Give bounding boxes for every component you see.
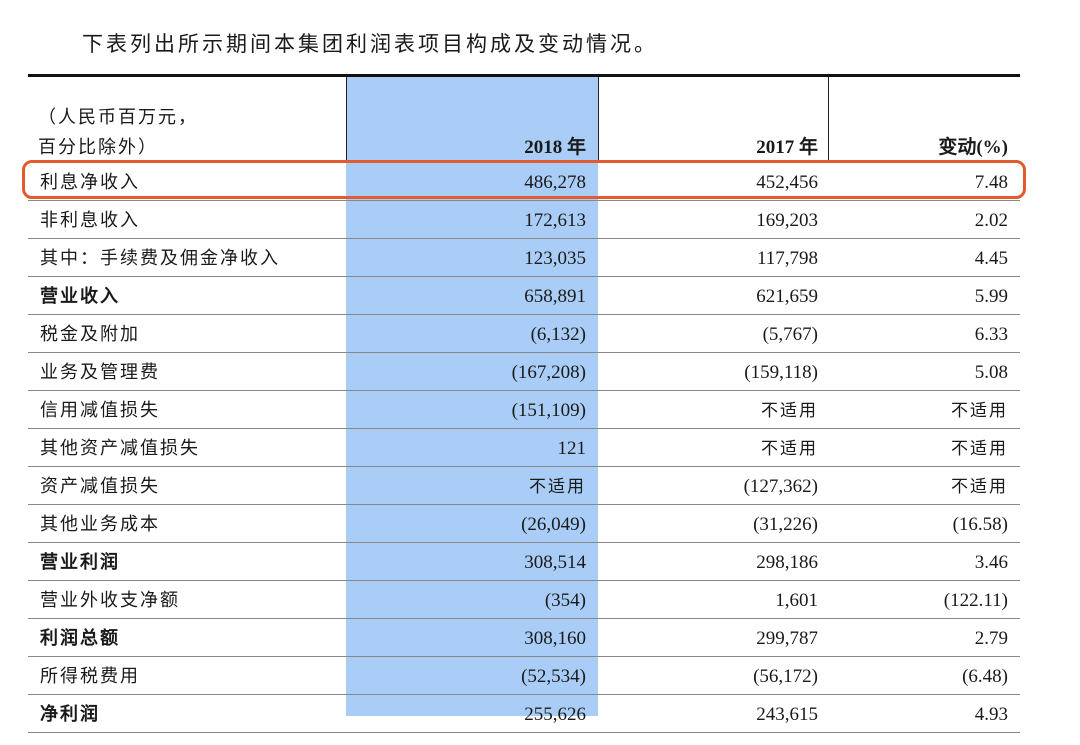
- column-divider: [346, 77, 347, 163]
- table-row: 利润总额 308,160 299,787 2.79: [28, 619, 1020, 657]
- value-change: 5.99: [974, 286, 1008, 307]
- row-label: 业务及管理费: [40, 362, 160, 383]
- value-change: 4.93: [974, 704, 1008, 725]
- row-highlight-box: [22, 160, 1026, 199]
- table-row: 业务及管理费 (167,208) (159,118) 5.08: [28, 353, 1020, 391]
- value-2018: (151,109): [511, 400, 586, 421]
- value-2017: (159,118): [744, 362, 818, 383]
- value-2018: 172,613: [524, 210, 586, 231]
- value-2018: 121: [557, 438, 587, 459]
- value-2018: 308,160: [524, 628, 586, 649]
- unit-note-line2: 百分比除外）: [38, 137, 158, 158]
- value-change: 不适用: [951, 401, 1008, 421]
- row-label: 非利息收入: [40, 210, 140, 231]
- value-2017: 169,203: [756, 210, 818, 231]
- row-label: 其中：手续费及佣金净收入: [40, 248, 280, 269]
- table-row: 其他资产减值损失 121 不适用 不适用: [28, 429, 1020, 467]
- value-2017: 117,798: [756, 248, 818, 269]
- table-row: 净利润 255,626 243,615 4.93: [28, 695, 1020, 733]
- value-2017: (56,172): [753, 666, 818, 687]
- intro-text: 下表列出所示期间本集团利润表项目构成及变动情况。: [82, 32, 658, 56]
- value-change: 不适用: [951, 477, 1008, 497]
- row-label: 其他资产减值损失: [40, 438, 200, 459]
- table-row: 税金及附加 (6,132) (5,767) 6.33: [28, 315, 1020, 353]
- value-2018: (167,208): [511, 362, 586, 383]
- value-2017: 621,659: [756, 286, 818, 307]
- row-label: 信用减值损失: [40, 400, 160, 421]
- value-2018: (52,534): [521, 666, 586, 687]
- value-change: 4.45: [974, 248, 1008, 269]
- row-label: 利润总额: [40, 628, 120, 649]
- value-2018: 123,035: [524, 248, 586, 269]
- value-2018: 658,891: [524, 286, 586, 307]
- value-2017: (31,226): [753, 514, 818, 535]
- value-change: 2.79: [974, 628, 1008, 649]
- unit-note: （人民币百万元， 百分比除外）: [38, 103, 198, 163]
- table-header: （人民币百万元， 百分比除外） 2018 年 2017 年 变动(%): [28, 77, 1020, 163]
- table-top-rule: [28, 74, 1020, 77]
- row-label: 资产减值损失: [40, 476, 160, 497]
- column-divider: [828, 77, 829, 163]
- column-divider: [598, 77, 599, 163]
- value-2018: (354): [544, 590, 586, 611]
- value-change: (6.48): [962, 666, 1008, 687]
- value-change: 3.46: [974, 552, 1008, 573]
- highlight-column-2018: [346, 76, 598, 716]
- table-body: 利息净收入 486,278 452,456 7.48 非利息收入 172,613 169,2…: [28, 163, 1020, 733]
- value-2017: 1,601: [775, 590, 818, 611]
- value-2017: 不适用: [761, 439, 818, 459]
- table-row: 营业外收支净额 (354) 1,601 (122.11): [28, 581, 1020, 619]
- table-row: 其中：手续费及佣金净收入 123,035 117,798 4.45: [28, 239, 1020, 277]
- value-2018: 不适用: [529, 477, 586, 497]
- value-2018: 255,626: [524, 704, 586, 725]
- table-row: 营业利润 308,514 298,186 3.46: [28, 543, 1020, 581]
- unit-note-line1: （人民币百万元，: [38, 107, 198, 128]
- value-change: 7.48: [974, 172, 1008, 193]
- row-label: 税金及附加: [40, 324, 140, 345]
- value-change: 6.33: [974, 324, 1008, 345]
- value-change: (16.58): [952, 514, 1008, 535]
- row-label: 其他业务成本: [40, 514, 160, 535]
- table-row: 资产减值损失 不适用 (127,362) 不适用: [28, 467, 1020, 505]
- table-row: 信用减值损失 (151,109) 不适用 不适用: [28, 391, 1020, 429]
- table-row: 非利息收入 172,613 169,203 2.02: [28, 201, 1020, 239]
- row-label: 营业利润: [40, 552, 120, 573]
- value-change: (122.11): [943, 590, 1008, 611]
- row-label: 营业外收支净额: [40, 590, 180, 611]
- value-2018: 486,278: [524, 172, 586, 193]
- header-change: 变动(%): [938, 137, 1008, 158]
- row-label: 利息净收入: [40, 172, 140, 193]
- table-row: 所得税费用 (52,534) (56,172) (6.48): [28, 657, 1020, 695]
- value-2018: (6,132): [530, 324, 586, 345]
- value-2018: (26,049): [521, 514, 586, 535]
- row-label: 营业收入: [40, 286, 120, 307]
- value-change: 不适用: [951, 439, 1008, 459]
- table-row: 其他业务成本 (26,049) (31,226) (16.58): [28, 505, 1020, 543]
- row-label: 所得税费用: [40, 666, 140, 687]
- value-2017: 299,787: [756, 628, 818, 649]
- value-2018: 308,514: [524, 552, 586, 573]
- row-label: 净利润: [40, 704, 100, 725]
- value-2017: (5,767): [762, 324, 818, 345]
- value-change: 2.02: [974, 210, 1008, 231]
- table-row: 利息净收入 486,278 452,456 7.48: [28, 163, 1020, 201]
- value-2017: 不适用: [761, 401, 818, 421]
- header-2018: 2018 年: [524, 137, 586, 158]
- value-2017: 243,615: [756, 704, 818, 725]
- value-2017: 452,456: [756, 172, 818, 193]
- header-2017: 2017 年: [756, 137, 818, 158]
- table-row: 营业收入 658,891 621,659 5.99: [28, 277, 1020, 315]
- value-2017: 298,186: [756, 552, 818, 573]
- value-change: 5.08: [974, 362, 1008, 383]
- value-2017: (127,362): [743, 476, 818, 497]
